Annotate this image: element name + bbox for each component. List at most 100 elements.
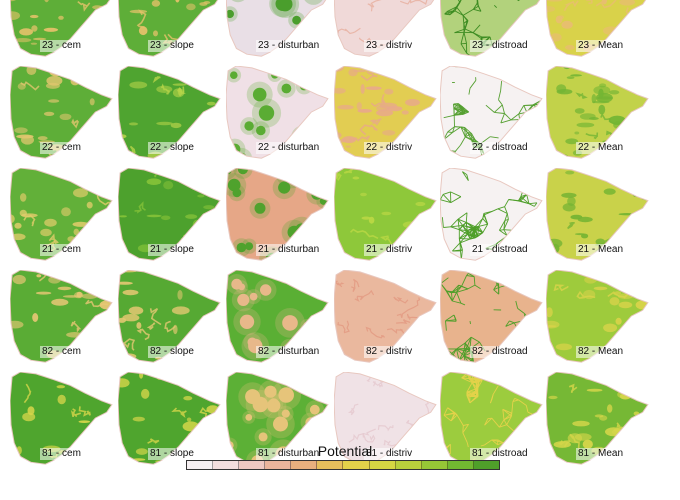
road-segment [476,3,479,7]
texture-patch [352,176,360,180]
spot [315,270,328,278]
texture-patch [206,101,216,106]
region-outline [546,0,647,57]
road-segment [493,104,503,113]
spot [317,429,328,441]
road-segment [457,218,467,223]
road-segment [517,308,525,314]
spot [281,409,290,418]
road-segment [474,225,479,229]
road-segment [451,292,453,302]
texture-patch [58,15,64,20]
road-segment [502,409,505,420]
road-segment [484,439,493,446]
road-segment [484,153,493,156]
road-segment [458,350,465,361]
road-segment [505,322,515,327]
river-line [365,326,386,339]
river-line [348,428,376,443]
road-segment [499,270,504,273]
texture-vein [211,137,220,146]
road-segment [456,288,469,293]
road-segment [459,233,468,239]
texture-patch [210,326,220,330]
road-segment [535,233,540,244]
road-segment [524,186,534,190]
texture-patch [122,314,140,322]
road-segment [451,285,462,294]
texture-patch [356,102,362,110]
texture-patch [587,68,596,73]
spot [258,432,268,442]
road-segment [524,319,532,324]
road-segment [468,372,473,374]
texture-patch [607,404,613,413]
texture-patch [37,136,48,141]
region-outline [10,270,113,363]
road-segment [474,284,481,290]
texture-patch [168,272,177,275]
road-segment [530,386,534,391]
road-segment [443,114,455,119]
road-segment [528,271,532,282]
road-segment [512,171,520,183]
texture-patch [12,274,26,285]
texture-patch [95,349,109,355]
texture-patch [630,255,645,258]
texture-patch [348,68,358,77]
texture-patch [136,322,142,329]
road-segment [524,79,531,87]
region-outline [10,66,113,159]
road-segment [528,203,535,207]
texture-patch [386,106,403,112]
road-segment [519,334,526,343]
road-segment [462,15,465,24]
road-segment [491,439,498,446]
road-segment [533,320,542,326]
road-segment [468,378,477,384]
legend-swatch-8 [395,461,422,469]
road-segment [530,325,535,333]
river-line [413,49,433,57]
legend-swatch-7 [369,461,396,469]
legend-swatch-1 [213,461,240,469]
spot [227,178,241,192]
road-segment [518,331,520,336]
panel-label: 82 - slope [148,346,196,358]
spot-halo [288,216,316,245]
texture-patch [339,138,346,143]
texture-patch [171,306,190,315]
road-segment [530,85,534,89]
texture-vein [149,308,162,326]
region-outline [226,66,329,159]
road-segment [466,230,471,240]
road-segment [447,131,453,133]
road-segment [466,442,469,448]
texture-patch [565,45,575,50]
spot-halo [318,170,328,195]
texture-patch [186,3,196,11]
road-segment [463,348,471,357]
texture-patch [14,38,32,43]
road-segment [464,127,466,137]
texture-vein [204,372,213,380]
texture-patch [203,449,212,455]
road-segment [499,424,507,428]
road-segment [493,287,499,291]
texture-patch [334,87,346,94]
texture-patch [384,88,394,95]
texture-patch [561,192,577,198]
texture-patch [424,144,436,153]
texture-patch [104,448,112,456]
texture-patch [574,233,585,236]
texture-patch [587,359,592,363]
texture-patch [360,84,365,94]
road-segment [447,6,457,12]
texture-patch [572,420,590,427]
road-segment [466,387,478,393]
texture-vein [48,233,59,245]
road-segment [497,271,504,283]
road-segment [445,319,457,322]
road-segment [526,184,529,195]
road-segment [535,233,541,244]
